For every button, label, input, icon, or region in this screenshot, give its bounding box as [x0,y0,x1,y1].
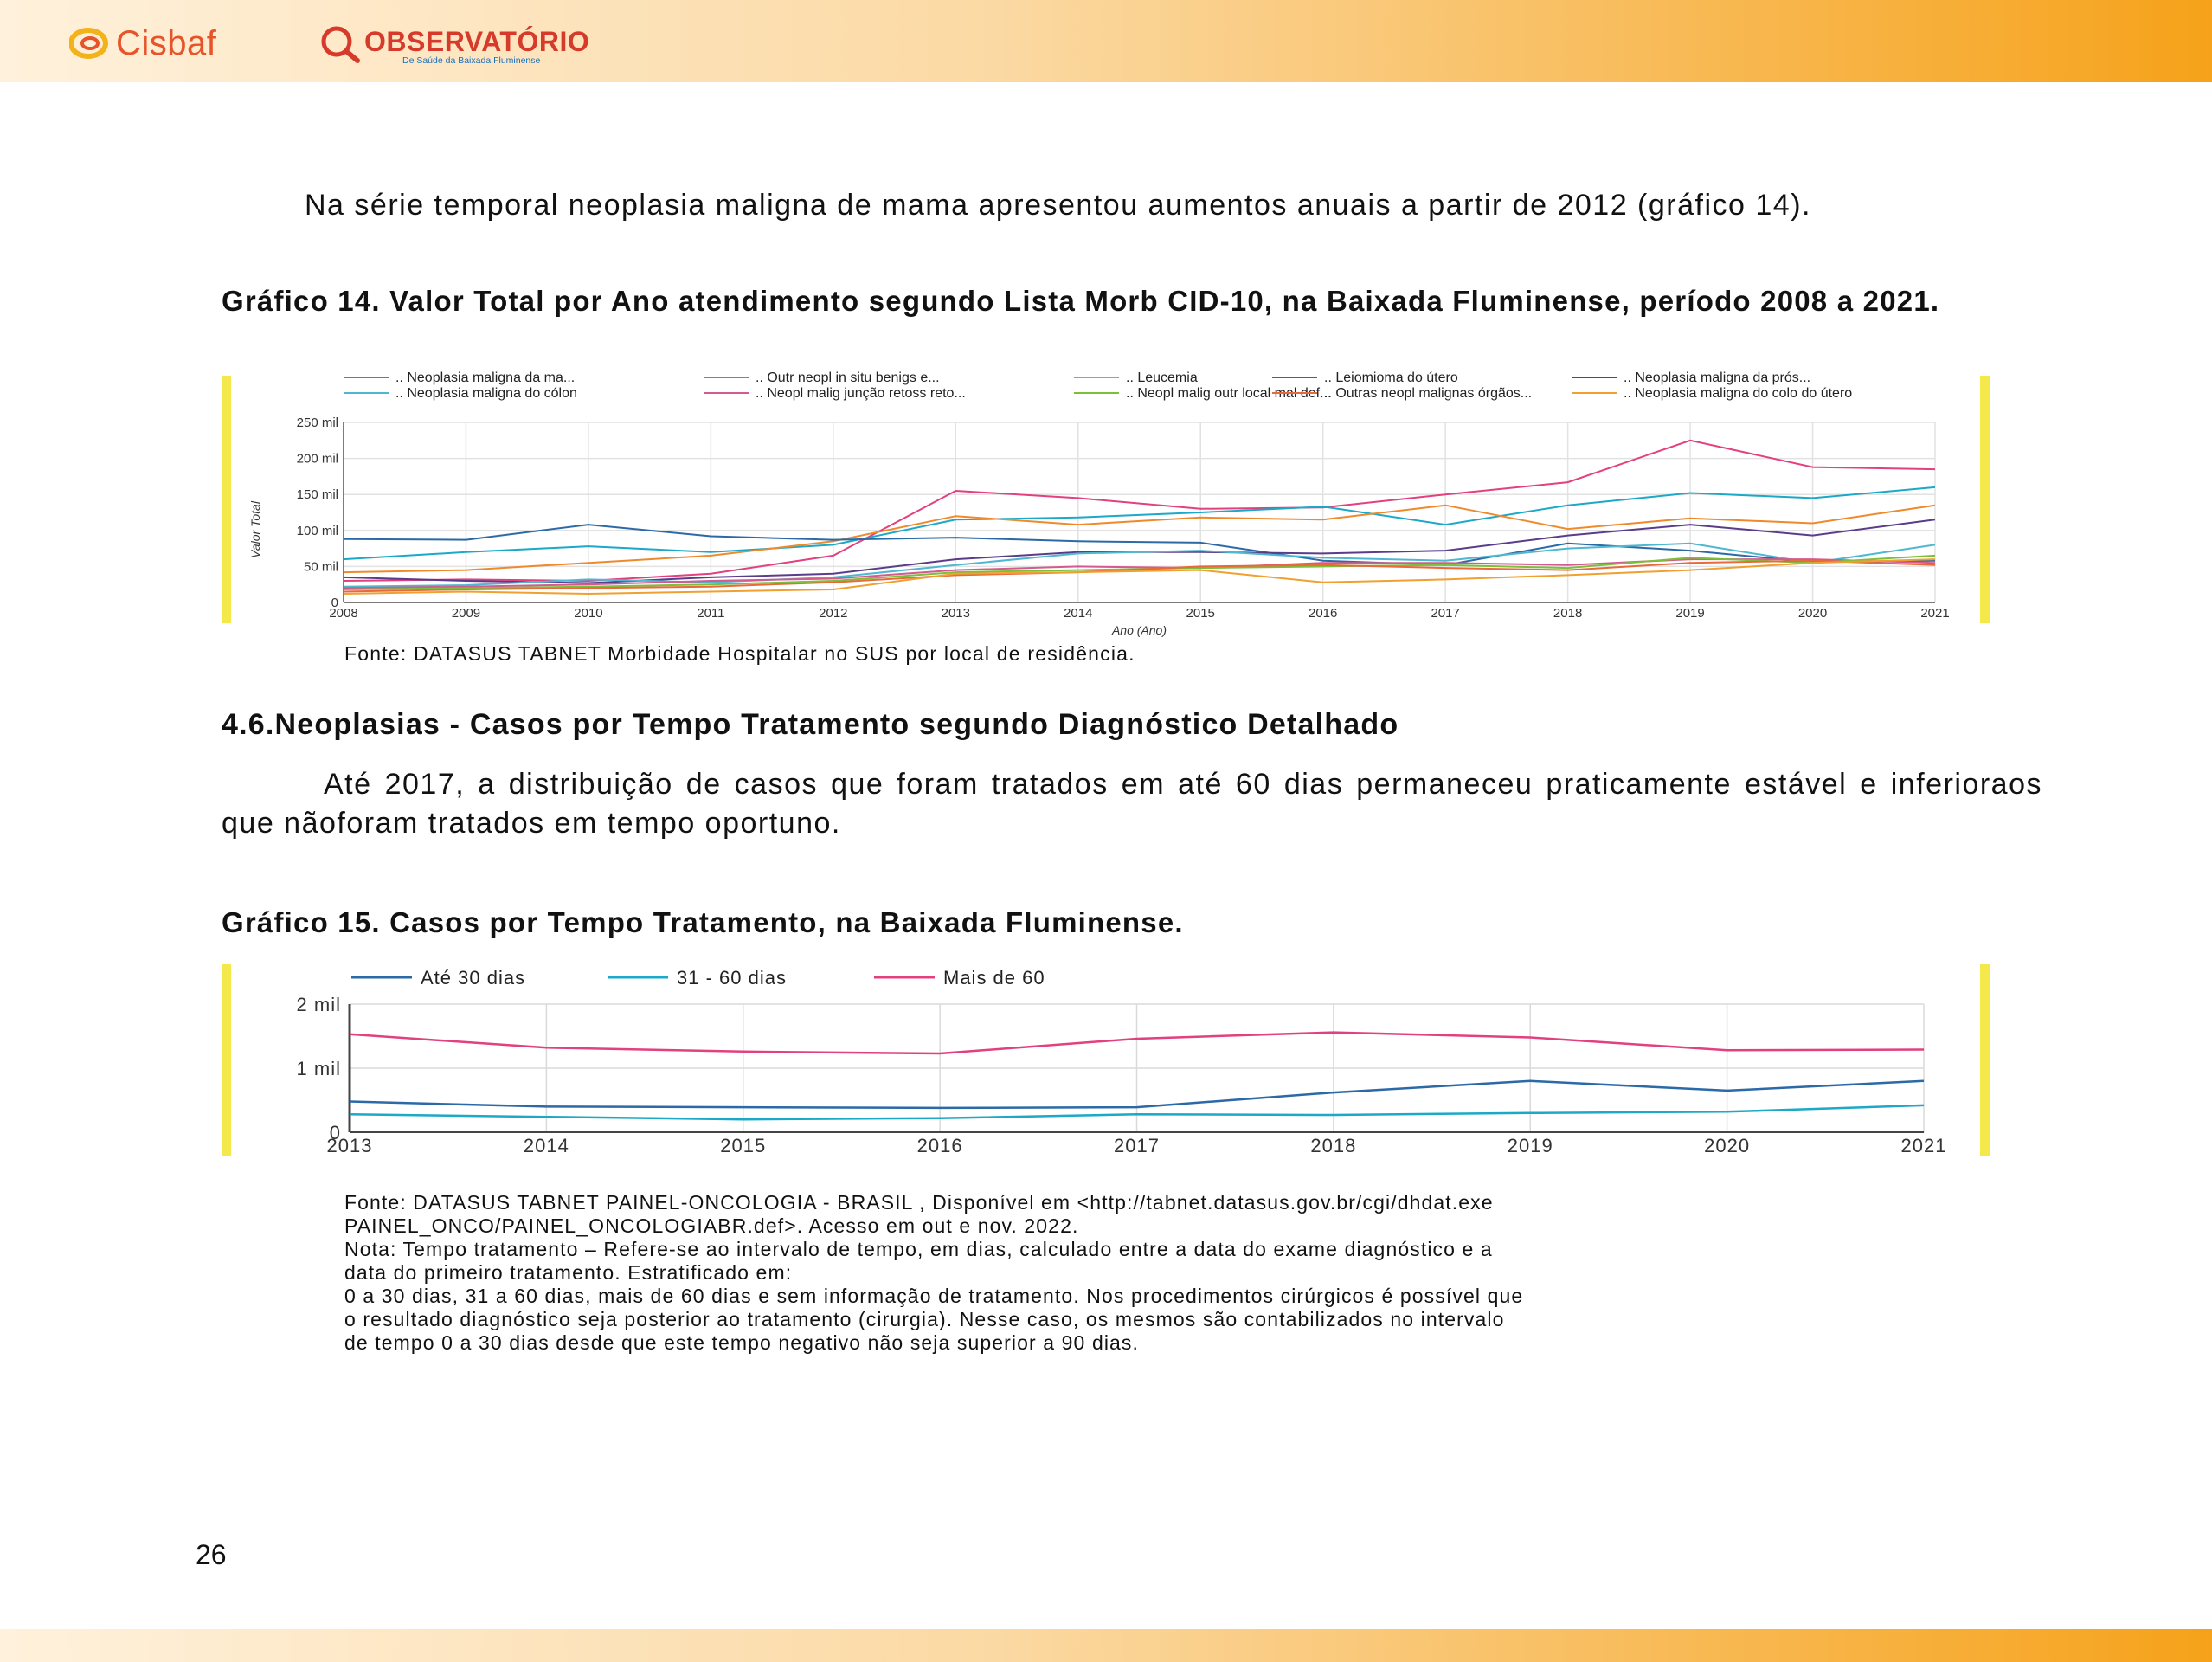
x-tick-label: 2014 [1064,606,1092,621]
paragraph-intro-text: Na série temporal neoplasia maligna de m… [305,189,1811,222]
legend-label: .. Leiomioma do útero [1324,370,1458,385]
observatorio-logo: OBSERVATÓRIO De Saúde da Baixada Flumine… [316,23,589,66]
x-tick-label: 2011 [697,606,724,621]
legend-label: .. Neoplasia maligna do cólon [395,386,577,401]
paragraph-treatment-text: Até 2017, a distribuição de casos que fo… [222,768,2042,840]
chart15-source-line: PAINEL_ONCO/PAINEL_ONCOLOGIABR.def>. Ace… [344,1214,1079,1237]
legend-label: .. Neoplasia maligna da ma... [395,370,575,385]
legend-label: .. Neopl malig outr local mal def... [1126,386,1331,401]
y-tick-label: 2 mil [297,994,341,1015]
legend-label: .. Outras neopl malignas órgãos... [1324,386,1532,401]
paragraph-treatment: Até 2017, a distribuição de casos que fo… [222,765,2042,843]
series-line [349,1079,1925,1110]
paragraph-intro: Na série temporal neoplasia maligna de m… [222,186,2042,225]
chart15-source-notes: Fonte: DATASUS TABNET PAINEL-ONCOLOGIA -… [344,1191,1937,1355]
page-number: 26 [196,1539,227,1570]
legend-label: 31 - 60 dias [677,967,787,989]
chart14-source: Fonte: DATASUS TABNET Morbidade Hospital… [344,642,1135,665]
x-tick-label: 2015 [1186,606,1215,621]
cisbaf-mark-icon [68,27,113,60]
x-tick-label: 2010 [574,606,602,621]
y-tick-label: 250 mil [297,416,338,430]
series-line [349,1031,1925,1055]
x-tick-label: 2019 [1508,1135,1553,1156]
chart14-caption: Gráfico 14. Valor Total por Ano atendime… [222,285,1940,317]
chart15-note-line: o resultado diagnóstico seja posterior a… [344,1308,1505,1330]
y-tick-label: 0 [330,1122,341,1143]
series-line [343,486,1936,561]
series-line [343,542,1936,588]
x-tick-label: 2017 [1431,606,1459,621]
page-footer-band [0,1629,2212,1662]
x-tick-label: 2015 [720,1135,766,1156]
chart14-right-bar [1980,376,1990,623]
chart15-note-line: 0 a 30 dias, 31 a 60 dias, mais de 60 di… [344,1285,1524,1307]
x-tick-label: 2009 [452,606,480,621]
cisbaf-logo-text: Cisbaf [116,23,217,62]
legend-label: .. Neoplasia maligna da prós... [1624,370,1810,385]
y-axis-label: Valor Total [248,500,262,558]
legend-label: .. Outr neopl in situ benigs e... [756,370,940,385]
x-tick-label: 2018 [1553,606,1582,621]
y-tick-label: 0 [331,596,338,610]
x-tick-label: 2021 [1901,1135,1947,1156]
x-tick-label: 2014 [524,1135,569,1156]
legend-label: .. Neopl malig junção retoss reto... [756,386,966,401]
chart15-source-line: Fonte: DATASUS TABNET PAINEL-ONCOLOGIA -… [344,1191,1494,1214]
cisbaf-logo: Cisbaf [68,23,217,62]
x-tick-label: 2018 [1310,1135,1356,1156]
y-tick-label: 150 mil [297,487,338,502]
x-axis-label: Ano (Ano) [1111,623,1167,637]
y-tick-label: 100 mil [297,524,338,538]
chart14-left-bar [222,376,231,623]
x-tick-label: 2016 [917,1135,963,1156]
chart15-note-line: data do primeiro tratamento. Estratifica… [344,1261,793,1284]
x-tick-label: 2020 [1798,606,1827,621]
magnifier-icon [321,26,360,63]
series-line [343,524,1936,566]
legend-label: .. Neoplasia maligna do colo do útero [1624,386,1852,401]
y-tick-label: 1 mil [297,1058,341,1079]
legend-label: Até 30 dias [421,967,525,989]
x-tick-label: 2016 [1309,606,1337,621]
page-header-band: Cisbaf OBSERVATÓRIO De Saúde da Baixada … [0,0,2212,82]
chart15-left-bar [222,964,231,1156]
x-tick-label: 2020 [1704,1135,1750,1156]
chart15-note-line: Nota: Tempo tratamento – Refere-se ao in… [344,1238,1493,1260]
x-tick-label: 2019 [1675,606,1704,621]
y-tick-label: 200 mil [297,452,338,467]
series-line [349,1104,1925,1121]
chart15-note-line: de tempo 0 a 30 dias desde que este temp… [344,1331,1140,1354]
observatorio-logo-text: OBSERVATÓRIO [364,26,590,57]
x-tick-label: 2013 [327,1135,373,1156]
section-heading: 4.6.Neoplasias - Casos por Tempo Tratame… [222,708,1399,741]
x-tick-label: 2017 [1114,1135,1160,1156]
x-tick-label: 2008 [329,606,357,621]
legend-label: Mais de 60 [943,967,1045,989]
chart15-right-bar [1980,964,1990,1156]
series-line [343,559,1936,593]
series-line [343,504,1936,574]
x-tick-label: 2012 [819,606,847,621]
chart15-caption: Gráfico 15. Casos por Tempo Tratamento, … [222,906,1184,938]
x-tick-label: 2013 [942,606,970,621]
series-line [343,558,1936,596]
y-tick-label: 50 mil [304,559,338,574]
legend-label: .. Leucemia [1126,370,1198,385]
chart15-line-chart: 2013 2014 2015 2016 2017 2018 2019 2020 2021 0 1 m… [297,967,1947,1156]
observatorio-logo-subtitle: De Saúde da Baixada Fluminense [402,55,541,66]
x-tick-label: 2021 [1920,606,1949,621]
chart14-line-chart: 2008 2009 2010 2011 2012 2013 2014 2015 2016 2017… [248,370,1950,637]
